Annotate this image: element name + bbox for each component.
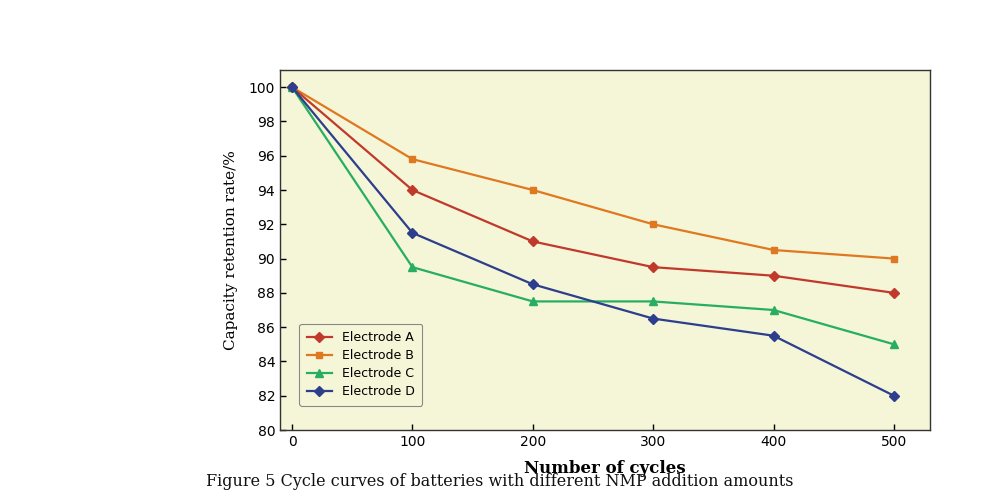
- Electrode A: [768, 272, 780, 278]
- Legend: Electrode A, Electrode B, Electrode C, Electrode D: Electrode A, Electrode B, Electrode C, E…: [299, 324, 422, 406]
- Electrode C: [527, 298, 539, 304]
- Electrode C: [286, 84, 298, 90]
- Electrode C: [647, 298, 659, 304]
- Electrode A: [527, 238, 539, 244]
- Line: Electrode C: Electrode C: [288, 83, 898, 348]
- Electrode D: [406, 230, 418, 236]
- Electrode B: [647, 222, 659, 228]
- Line: Electrode D: Electrode D: [289, 84, 897, 399]
- Electrode D: [647, 316, 659, 322]
- Electrode B: [888, 256, 900, 262]
- Electrode A: [888, 290, 900, 296]
- Electrode B: [286, 84, 298, 90]
- Electrode B: [527, 187, 539, 193]
- Electrode C: [406, 264, 418, 270]
- Electrode C: [768, 307, 780, 313]
- Electrode A: [647, 264, 659, 270]
- Electrode A: [286, 84, 298, 90]
- Electrode B: [768, 247, 780, 253]
- Electrode D: [286, 84, 298, 90]
- Line: Electrode A: Electrode A: [289, 84, 897, 296]
- Electrode C: [888, 342, 900, 347]
- Line: Electrode B: Electrode B: [289, 84, 897, 262]
- Y-axis label: Capacity retention rate/%: Capacity retention rate/%: [224, 150, 238, 350]
- Electrode B: [406, 156, 418, 162]
- Electrode D: [768, 332, 780, 338]
- X-axis label: Number of cycles: Number of cycles: [524, 460, 686, 477]
- Electrode A: [406, 187, 418, 193]
- Electrode D: [527, 282, 539, 288]
- Electrode D: [888, 392, 900, 398]
- Text: Figure 5 Cycle curves of batteries with different NMP addition amounts: Figure 5 Cycle curves of batteries with …: [206, 473, 794, 490]
